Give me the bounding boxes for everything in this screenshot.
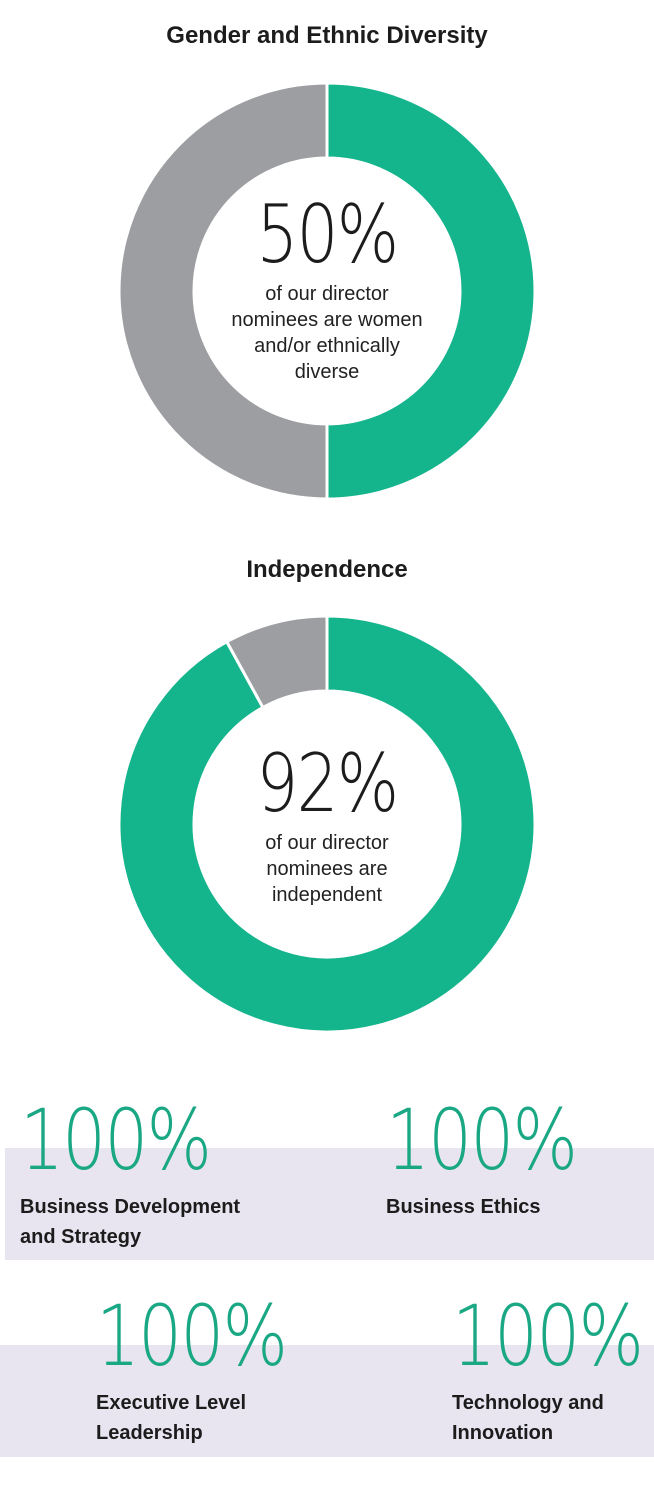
stat-business-ethics: 100% Business Ethics (386, 1098, 618, 1222)
stat-business-development: 100% Business Development and Strategy (20, 1098, 252, 1252)
stat-label: Business Development and Strategy (20, 1196, 241, 1248)
stat-value: 100% (386, 1091, 578, 1189)
diversity-chart-title: Gender and Ethnic Diversity (166, 22, 488, 49)
stat-value: 100% (20, 1091, 212, 1189)
stat-technology-innovation: 100% Technology and Innovation (452, 1294, 654, 1448)
independence-center-value: 92% (256, 737, 400, 830)
stat-label: Executive Level Leadership (96, 1392, 247, 1444)
independence-chart-title: Independence (246, 556, 408, 583)
donut-slice-0 (325, 81, 537, 501)
diversity-donut (117, 81, 537, 501)
donut-slice-0 (117, 614, 537, 1034)
diversity-center: 50% of our director nominees are women a… (117, 195, 537, 385)
donut-slice-1 (117, 81, 329, 501)
diversity-center-value: 50% (256, 188, 400, 281)
independence-center-caption: of our director nominees are independent (265, 832, 389, 906)
stats-band-top (5, 1148, 654, 1260)
independence-center: 92% of our director nominees are indepen… (117, 744, 537, 908)
stat-executive-leadership: 100% Executive Level Leadership (96, 1294, 328, 1448)
stat-label: Technology and Innovation (452, 1392, 604, 1444)
donut-slice-1 (224, 614, 329, 710)
stat-value: 100% (452, 1287, 644, 1385)
independence-donut (117, 614, 537, 1034)
diversity-center-caption: of our director nominees are women and/o… (231, 283, 423, 383)
stat-value: 100% (96, 1287, 288, 1385)
stats-band-bottom (0, 1345, 654, 1457)
stat-label: Business Ethics (386, 1196, 541, 1218)
